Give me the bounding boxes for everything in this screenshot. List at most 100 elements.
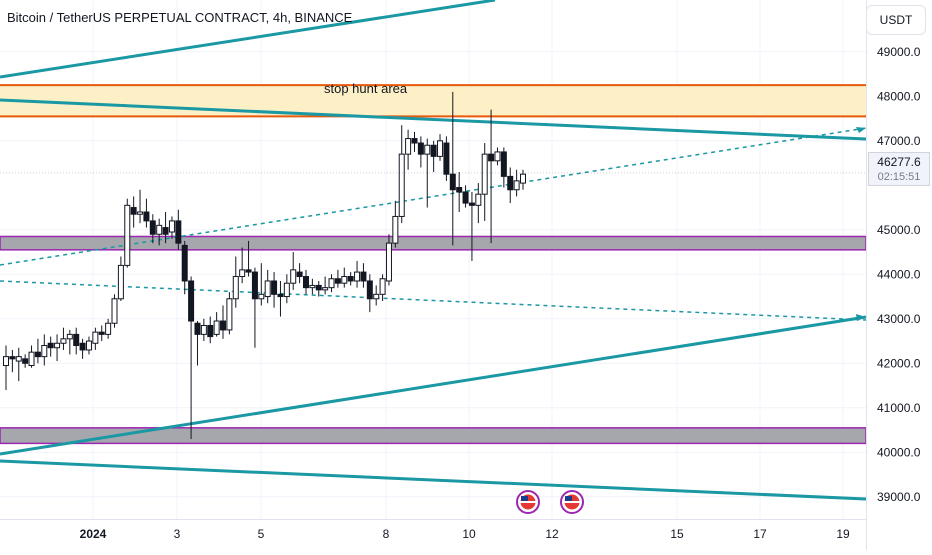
- candle-down: [149, 220, 156, 235]
- candle-down: [143, 211, 150, 222]
- candle-up: [137, 211, 144, 215]
- candle-down: [296, 271, 303, 278]
- candle-up: [117, 264, 124, 300]
- candle-up: [60, 338, 67, 344]
- time-tick-label: 2024: [80, 527, 107, 541]
- candles: [0, 91, 866, 439]
- candle-down: [430, 144, 437, 157]
- candle-down: [73, 333, 80, 346]
- flag-stripe: [520, 501, 536, 503]
- trendline: [0, 459, 867, 501]
- candle-down: [181, 244, 188, 282]
- trendline-arrow: [856, 314, 866, 321]
- candle-up: [379, 278, 386, 295]
- candle-up: [283, 282, 290, 298]
- candle-up: [226, 298, 233, 331]
- candle-up: [437, 140, 444, 157]
- candle-down: [449, 173, 456, 191]
- price-tick-label: 41000.0: [877, 401, 921, 415]
- candle-down: [9, 356, 16, 360]
- candle-up: [85, 340, 92, 351]
- candle-down: [462, 191, 469, 204]
- candle-up: [520, 173, 526, 184]
- candle-down: [507, 175, 514, 191]
- candle-up: [475, 193, 482, 206]
- candle-up: [28, 351, 35, 367]
- price-tick-label: 40000.0: [877, 445, 921, 459]
- candle-up: [481, 153, 488, 195]
- candle-up: [385, 242, 392, 282]
- price-axis[interactable]: 39000.0 40000.0 41000.0 42000.0 43000.0 44000…: [866, 0, 932, 550]
- currency-selector-button[interactable]: USDT: [866, 5, 926, 35]
- candle-down: [130, 207, 137, 215]
- candle-up: [92, 331, 99, 344]
- candle-down: [188, 280, 195, 322]
- dashed-trendline: [0, 127, 867, 266]
- stop-hunt-zone: [0, 85, 866, 117]
- candle-down: [175, 220, 182, 244]
- time-tick-label: 5: [258, 527, 265, 541]
- candle-up: [328, 278, 335, 289]
- candle-up: [105, 322, 112, 335]
- candle-up: [322, 287, 329, 291]
- time-axis[interactable]: 2024 3 5 8 10 12 15 17 19: [0, 520, 866, 550]
- candle-up: [513, 180, 520, 191]
- candle-up: [156, 224, 163, 235]
- time-tick-label: 17: [753, 527, 767, 541]
- x-axis-baseline: [0, 519, 866, 520]
- candle-down: [251, 271, 258, 300]
- dashed-trendline: [0, 280, 867, 321]
- candle-down: [162, 227, 169, 235]
- price-tick-label: 44000.0: [877, 267, 921, 281]
- price-tick-label: 49000.0: [877, 45, 921, 59]
- candle-up: [424, 144, 431, 155]
- trendline: [0, 315, 867, 456]
- price-tick-label: 42000.0: [877, 356, 921, 370]
- price-tick-label: 45000.0: [877, 223, 921, 237]
- candle-down: [34, 351, 41, 358]
- candle-down: [47, 342, 54, 349]
- candle-down: [220, 320, 227, 331]
- candle-down: [360, 271, 367, 282]
- price-tick-label: 43000.0: [877, 312, 921, 326]
- bar-countdown: 02:15:51: [877, 171, 921, 183]
- stop-hunt-zone-label: stop hunt area: [324, 81, 408, 96]
- us-flag-event-icon: [516, 490, 540, 514]
- candle-up: [66, 333, 73, 340]
- candle-down: [245, 269, 252, 273]
- price-tick-label: 47000.0: [877, 134, 921, 148]
- time-tick-label: 3: [174, 527, 181, 541]
- candle-up: [232, 276, 239, 300]
- candle-up: [3, 356, 9, 367]
- candle-up: [405, 138, 412, 155]
- event-flags: [516, 490, 584, 514]
- candle-down: [79, 342, 86, 351]
- candle-down: [302, 276, 309, 289]
- flag-canton: [521, 496, 528, 501]
- time-tick-label: 19: [836, 527, 850, 541]
- candle-down: [22, 358, 29, 364]
- candle-up: [168, 220, 175, 233]
- candle-up: [341, 276, 348, 284]
- time-tick-label: 8: [383, 527, 390, 541]
- candle-up: [239, 269, 246, 278]
- time-tick-label: 15: [670, 527, 684, 541]
- price-axis-ticks: 39000.0 40000.0 41000.0 42000.0 43000.0 44000…: [877, 45, 921, 504]
- candle-down: [347, 276, 354, 282]
- candle-down: [488, 153, 495, 162]
- candle-down: [194, 322, 201, 335]
- candle-down: [277, 293, 284, 298]
- flag-canton: [565, 496, 572, 501]
- candle-down: [456, 187, 463, 193]
- trendline: [0, 98, 867, 141]
- candle-down: [443, 142, 450, 175]
- price-tick-label: 39000.0: [877, 490, 921, 504]
- support-zone-2: [0, 427, 867, 445]
- candle-up: [494, 151, 501, 162]
- time-tick-label: 12: [545, 527, 559, 541]
- candle-down: [98, 331, 105, 335]
- candle-down: [411, 138, 418, 144]
- candle-down: [500, 151, 507, 177]
- candle-up: [354, 271, 361, 282]
